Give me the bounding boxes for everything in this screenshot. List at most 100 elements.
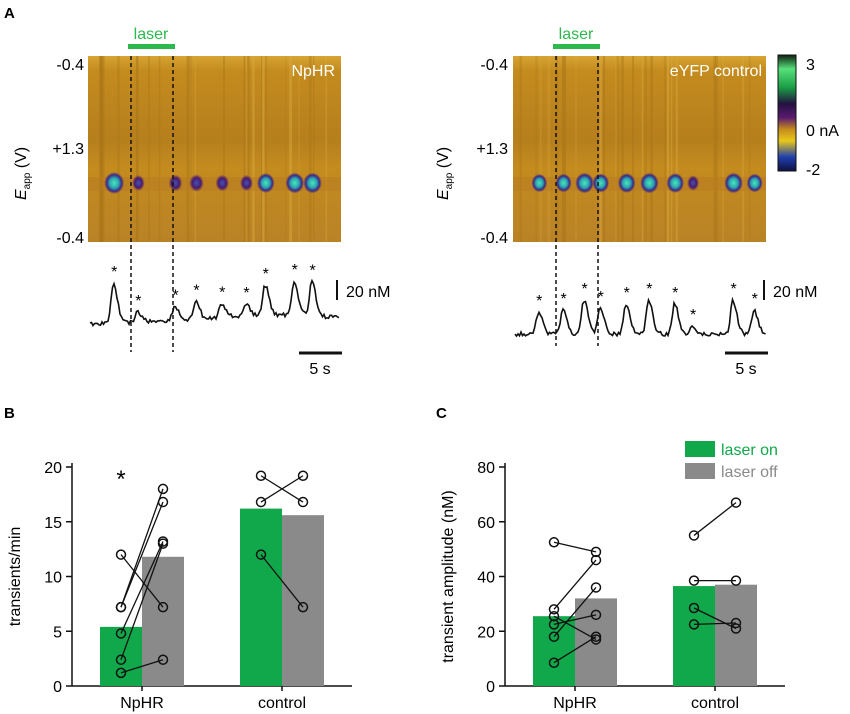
- heatmap-streak: [101, 56, 105, 242]
- heatmap-transient: [257, 173, 275, 193]
- heatmap-streak: [556, 56, 558, 242]
- npHR-plot: laser NpHR -0.4 +1.3 -0.4 Eapp (V) ** * * *…: [13, 26, 390, 378]
- heatmap-transient: [592, 173, 610, 193]
- bar-laser-on: [533, 616, 575, 686]
- heatmap-streak: [575, 56, 577, 242]
- heatmap-streak: [223, 56, 225, 242]
- heatmap-transient: [303, 172, 322, 194]
- panel-letter-c: C: [436, 405, 447, 422]
- transient-star: *: [730, 281, 736, 298]
- bar-laser-on: [240, 508, 282, 686]
- legend-label: laser on: [721, 442, 778, 459]
- transient-star: *: [172, 287, 178, 304]
- point-laser-on: [688, 619, 700, 630]
- transient-star: *: [292, 262, 298, 279]
- bar-laser-on: [673, 586, 715, 686]
- heatmap-streak: [243, 56, 246, 242]
- y-axis-label: transient amplitude (nM): [440, 490, 457, 663]
- paired-line: [260, 554, 304, 608]
- point-laser-off: [590, 634, 602, 645]
- heatmap-transients-left: [104, 172, 322, 194]
- chart-transient-amplitude: 0 20 40 60 80 transient amplitude (nM) NpHR con…: [440, 441, 785, 712]
- paired-line: [553, 636, 597, 664]
- point-laser-on: [255, 549, 267, 560]
- colorbar-gradient: [777, 54, 797, 172]
- heatmap-streak: [99, 56, 102, 242]
- point-laser-on: [115, 667, 127, 679]
- point-laser-off: [297, 470, 309, 482]
- laser-label-left: laser: [134, 26, 169, 43]
- y-tick-label: 20: [44, 460, 62, 477]
- heatmap-streak: [265, 56, 268, 242]
- heatmap-streak: [252, 56, 255, 242]
- heatmap-streak: [535, 56, 538, 242]
- heatmap-streak: [644, 56, 647, 242]
- heatmap-streak: [615, 56, 617, 242]
- time-scale-label-left: 5 s: [309, 361, 330, 378]
- heatmap-streak: [188, 56, 190, 242]
- ytick-top-right: -0.4: [480, 57, 508, 74]
- heatmap-streak: [189, 56, 191, 242]
- bar-laser-off: [715, 584, 757, 686]
- ytick-bot-right: -0.4: [480, 230, 508, 247]
- x-category-label: control: [691, 695, 739, 712]
- heatmap-streak: [666, 56, 670, 242]
- paired-line: [120, 659, 164, 674]
- heatmap-transient: [555, 173, 572, 193]
- eyfp-label: eYFP control: [670, 63, 762, 80]
- y-axis-label: transients/min: [7, 527, 24, 627]
- heatmap-streak: [99, 56, 103, 242]
- y-axis-label-right: Eapp (V): [435, 147, 455, 200]
- heatmap-transient: [724, 172, 743, 194]
- y-tick-label: 40: [477, 570, 495, 587]
- paired-line: [120, 541, 164, 634]
- heatmap-streak: [632, 56, 634, 242]
- heatmap-transient: [168, 174, 183, 192]
- heatmap-streak: [117, 56, 120, 242]
- heatmap-transient: [531, 173, 548, 193]
- time-scale-label-right: 5 s: [735, 361, 756, 378]
- eyfp-plot: laser eYFP control -0.4 +1.3 -0.4 Eapp (…: [435, 26, 817, 378]
- paired-line: [260, 475, 304, 503]
- transient-star: *: [111, 264, 117, 281]
- y-axis-label-left: Eapp (V): [13, 147, 33, 200]
- heatmap-streak: [158, 56, 161, 242]
- heatmap-streak: [722, 56, 724, 242]
- paired-line: [553, 614, 597, 626]
- transient-star: *: [536, 293, 542, 310]
- laser-bar-right: [553, 44, 600, 49]
- heatmap-transient: [132, 175, 145, 191]
- heatmap-streak: [148, 56, 150, 242]
- heatmap-transient: [575, 172, 594, 194]
- point-laser-off: [157, 483, 169, 495]
- heatmap-streak: [289, 56, 292, 242]
- point-laser-off: [730, 575, 742, 586]
- heatmap-streak: [715, 56, 718, 242]
- x-category-label: NpHR: [553, 695, 597, 712]
- heatmap-transient: [189, 174, 204, 192]
- transient-star: *: [135, 293, 141, 310]
- y-tick-label: 0: [53, 679, 62, 696]
- point-laser-off: [730, 497, 742, 508]
- point-laser-on: [115, 601, 127, 613]
- heatmap-streak: [186, 56, 189, 242]
- conc-scale-label-left: 20 nM: [346, 284, 390, 301]
- heatmap-streak: [261, 56, 263, 242]
- heatmap-streak: [539, 56, 542, 242]
- bar-laser-off: [142, 556, 184, 686]
- heatmap-streak: [675, 56, 679, 242]
- heatmap-transient: [746, 173, 763, 193]
- heatmap-band: [88, 177, 341, 191]
- heatmap-streak: [670, 56, 673, 242]
- colorbar-zero-label: 0 nA: [806, 123, 839, 140]
- bar-laser-on: [100, 626, 142, 686]
- transient-star: *: [598, 289, 604, 306]
- y-tick-label: 20: [477, 624, 495, 641]
- paired-line: [120, 543, 164, 660]
- transient-star: *: [672, 285, 678, 302]
- point-laser-off: [590, 609, 602, 621]
- heatmap-streak: [325, 56, 328, 242]
- heatmap-streak: [599, 56, 602, 242]
- heatmap-streak: [603, 56, 605, 242]
- point-laser-on: [115, 549, 127, 560]
